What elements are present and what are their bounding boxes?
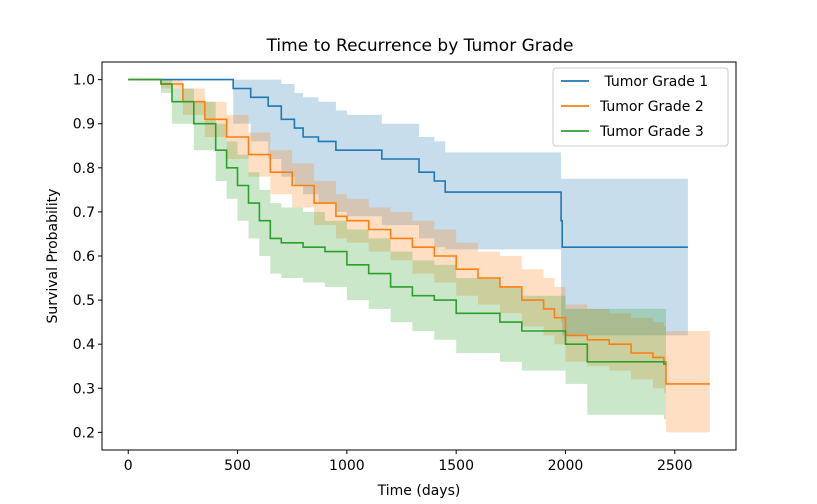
y-tick-label: 0.9 (73, 117, 95, 133)
survival-curve-series-3 (128, 78, 666, 365)
x-tick-label: 1000 (329, 458, 365, 474)
survival-curve-series-2 (128, 78, 710, 385)
y-axis: 0.2 0.3 0.4 0.5 0.6 0.7 0.8 0.9 1.0 (73, 73, 102, 441)
x-tick-label: 0 (124, 458, 133, 474)
legend-box (552, 67, 729, 147)
chart-title: Time to Recurrence by Tumor Grade (266, 36, 574, 56)
ci-band-series-2 (128, 79, 710, 433)
x-tick-label: 1500 (438, 458, 474, 474)
ci-band-series-1 (128, 79, 688, 336)
x-tick-label: 2000 (548, 458, 584, 474)
legend-label: Tumor Grade 1 (600, 74, 708, 90)
legend-label: Tumor Grade 3 (599, 124, 704, 140)
ci-band-series-3 (128, 79, 666, 420)
confidence-bands (128, 79, 710, 433)
y-tick-label: 0.4 (73, 337, 95, 353)
y-tick-label: 0.7 (73, 205, 95, 221)
y-tick-label: 0.2 (73, 425, 95, 441)
x-tick-label: 500 (224, 458, 251, 474)
y-tick-label: 0.3 (73, 381, 95, 397)
x-axis: 0 500 1000 1500 2000 2500 (124, 450, 693, 474)
survival-curves (128, 78, 710, 385)
y-axis-label: Survival Probability (45, 189, 61, 324)
y-tick-label: 0.6 (73, 249, 95, 265)
legend-label: Tumor Grade 2 (599, 99, 704, 115)
y-tick-label: 1.0 (73, 73, 95, 89)
x-axis-label: Time (days) (377, 483, 461, 499)
survival-curve-series-1 (128, 78, 688, 248)
x-tick-label: 2500 (657, 458, 693, 474)
legend: Tumor Grade 1 Tumor Grade 2 Tumor Grade 3 (552, 67, 729, 147)
y-tick-label: 0.8 (73, 161, 95, 177)
y-tick-label: 0.5 (73, 293, 95, 309)
